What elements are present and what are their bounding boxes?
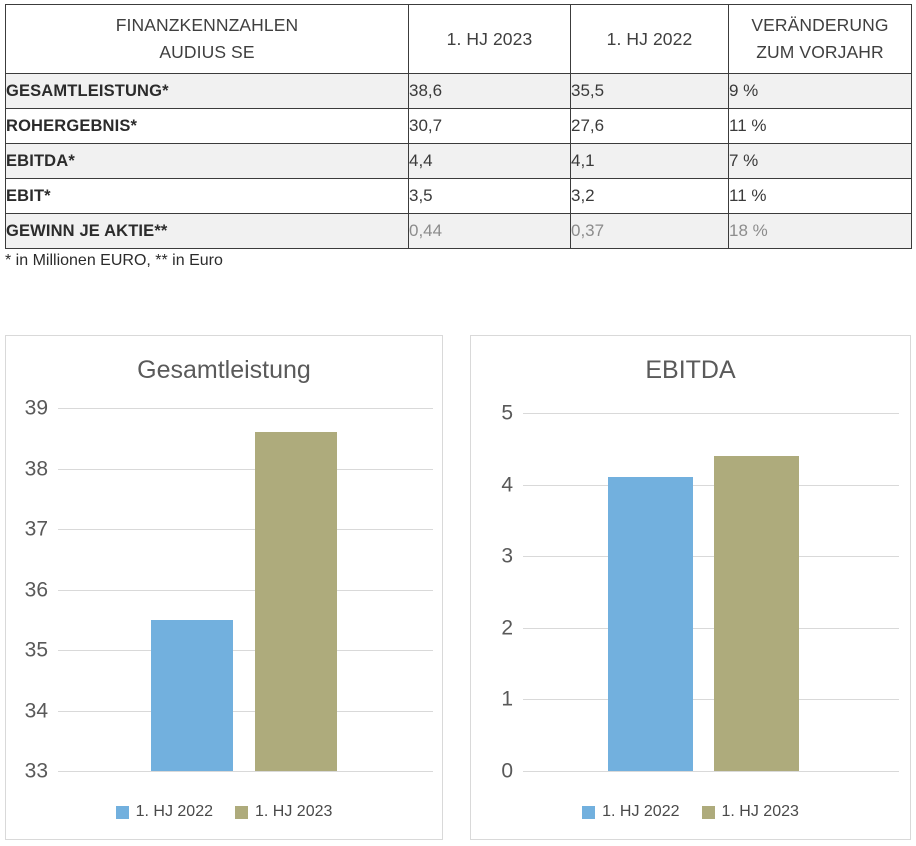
row-value-change: 18 % xyxy=(728,213,912,249)
y-axis-tick-label: 33 xyxy=(24,759,48,783)
row-value-hj-2022: 27,6 xyxy=(570,108,729,144)
table-row: GESAMTLEISTUNG* 38,6 35,5 9 % xyxy=(5,73,912,109)
y-axis-tick-label: 38 xyxy=(24,457,48,480)
column-header-change-line1: VERÄNDERUNG xyxy=(751,15,889,36)
legend-item-hj-2023: 1. HJ 2023 xyxy=(235,803,332,821)
table-header-row: FINANZKENNZAHLEN AUDIUS SE 1. HJ 2023 1.… xyxy=(5,4,912,74)
chart-plot-area-gesamtleistung: 33 34 35 36 37 38 39 xyxy=(6,336,442,839)
y-axis-tick-label: 2 xyxy=(501,616,513,640)
row-label: ROHERGEBNIS* xyxy=(5,108,409,144)
row-value-hj-2023: 38,6 xyxy=(408,73,571,109)
chart-gridline xyxy=(58,650,433,651)
legend-swatch-icon-hj-2023 xyxy=(235,805,248,819)
legend-label-hj-2022: 1. HJ 2022 xyxy=(135,803,213,820)
chart-gridline xyxy=(523,699,899,701)
chart-gridline xyxy=(58,589,433,591)
legend-item-hj-2022: 1. HJ 2022 xyxy=(115,803,213,821)
row-value-change: 7 % xyxy=(728,143,912,179)
row-label: EBITDA* xyxy=(5,143,409,179)
column-header-metric-line1: FINANZKENNZAHLEN xyxy=(115,15,299,36)
y-axis-tick-label: 4 xyxy=(501,473,513,497)
row-value-hj-2023: 30,7 xyxy=(408,108,571,144)
chart-bar-1-hj-2022 xyxy=(151,619,233,771)
chart-bar-1-hj-2023 xyxy=(255,432,337,771)
chart-legend-ebitda: 1. HJ 2022 1. HJ 2023 xyxy=(471,803,910,821)
row-label: GEWINN JE AKTIE** xyxy=(5,213,409,249)
legend-swatch-icon-hj-2023 xyxy=(701,805,715,819)
row-value-hj-2022: 4,1 xyxy=(570,143,729,179)
column-header-hj-2023: 1. HJ 2023 xyxy=(408,4,571,74)
chart-gridline xyxy=(58,529,433,530)
table-row: ROHERGEBNIS* 30,7 27,6 11 % xyxy=(5,108,912,144)
y-axis-tick-label: 35 xyxy=(24,638,48,662)
table-row: GEWINN JE AKTIE** 0,44 0,37 18 % xyxy=(5,213,912,249)
y-axis-tick-label: 34 xyxy=(24,699,48,722)
column-header-metric-line2: AUDIUS SE xyxy=(159,42,255,62)
y-axis-tick-label: 36 xyxy=(24,578,48,601)
row-value-change: 9 % xyxy=(728,73,912,109)
column-header-hj-2023-line1: 1. HJ 2023 xyxy=(446,28,533,49)
chart-gridline xyxy=(523,413,899,414)
chart-gridline xyxy=(58,408,433,409)
y-axis-tick-label: 0 xyxy=(501,759,513,783)
chart-panel-gesamtleistung: Gesamtleistung 33 34 35 36 37 38 39 1. HJ 2022… xyxy=(5,335,443,840)
chart-gridline xyxy=(523,771,899,772)
chart-gridline xyxy=(58,710,433,712)
chart-gridline xyxy=(58,771,433,772)
legend-label-hj-2023: 1. HJ 2023 xyxy=(721,803,799,820)
y-axis-tick-label: 39 xyxy=(24,396,48,420)
row-value-hj-2023: 0,44 xyxy=(408,213,571,249)
financial-table-container: FINANZKENNZAHLEN AUDIUS SE 1. HJ 2023 1.… xyxy=(5,4,912,249)
chart-panel-ebitda: EBITDA 0 1 2 3 4 5 1. HJ 2022 1. HJ 2023 xyxy=(470,335,911,840)
legend-swatch-icon-hj-2022 xyxy=(115,805,129,819)
legend-item-hj-2022: 1. HJ 2022 xyxy=(582,803,680,821)
y-axis-tick-label: 37 xyxy=(24,517,48,541)
row-label: GESAMTLEISTUNG* xyxy=(5,73,409,109)
chart-bar-1-hj-2023 xyxy=(714,455,799,771)
row-value-change: 11 % xyxy=(728,178,912,214)
chart-gridline xyxy=(523,627,899,629)
chart-bar-1-hj-2022 xyxy=(608,477,693,771)
chart-gridline xyxy=(523,484,899,486)
column-header-hj-2022-line1: 1. HJ 2022 xyxy=(606,28,693,49)
row-value-hj-2023: 4,4 xyxy=(408,143,571,179)
financial-key-figures-table: FINANZKENNZAHLEN AUDIUS SE 1. HJ 2023 1.… xyxy=(5,4,912,249)
y-axis-tick-label: 5 xyxy=(501,401,513,425)
chart-gridline xyxy=(58,468,433,470)
chart-plot-area-ebitda: 0 1 2 3 4 5 xyxy=(471,336,910,839)
table-footnote: * in Millionen EURO, ** in Euro xyxy=(5,252,223,269)
row-value-hj-2022: 3,2 xyxy=(570,178,729,214)
column-header-metric: FINANZKENNZAHLEN AUDIUS SE xyxy=(5,4,409,74)
chart-title-ebitda: EBITDA xyxy=(645,356,736,384)
chart-title-gesamtleistung: Gesamtleistung xyxy=(137,356,311,384)
table-row: EBITDA* 4,4 4,1 7 % xyxy=(5,143,912,179)
table-row: EBIT* 3,5 3,2 11 % xyxy=(5,178,912,214)
y-axis-tick-label: 1 xyxy=(501,687,513,711)
column-header-change-line2: ZUM VORJAHR xyxy=(756,42,884,62)
legend-swatch-icon-hj-2022 xyxy=(582,805,596,819)
row-value-hj-2022: 35,5 xyxy=(570,73,729,109)
column-header-change: VERÄNDERUNG ZUM VORJAHR xyxy=(728,4,912,74)
legend-item-hj-2023: 1. HJ 2023 xyxy=(701,803,799,821)
chart-gridline xyxy=(523,556,899,558)
legend-label-hj-2022: 1. HJ 2022 xyxy=(602,803,680,820)
row-value-change: 11 % xyxy=(728,108,912,144)
y-axis-tick-label: 3 xyxy=(501,544,513,568)
chart-legend-gesamtleistung: 1. HJ 2022 1. HJ 2023 xyxy=(6,803,442,821)
legend-label-hj-2023: 1. HJ 2023 xyxy=(255,803,333,820)
column-header-hj-2022: 1. HJ 2022 xyxy=(570,4,729,74)
row-value-hj-2022: 0,37 xyxy=(570,213,729,249)
row-label: EBIT* xyxy=(5,178,409,214)
row-value-hj-2023: 3,5 xyxy=(408,178,571,214)
